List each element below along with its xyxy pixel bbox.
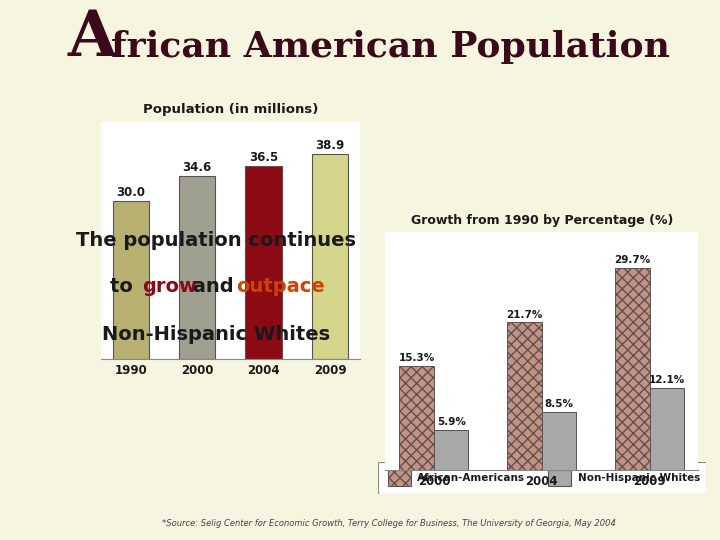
Bar xyxy=(508,322,541,470)
Bar xyxy=(179,177,215,359)
Text: frican American Population: frican American Population xyxy=(111,30,670,64)
Text: grow: grow xyxy=(142,276,197,296)
Title: Population (in millions): Population (in millions) xyxy=(143,103,318,116)
Bar xyxy=(615,268,649,470)
Bar xyxy=(549,470,571,486)
Text: Non-Hispanic Whites: Non-Hispanic Whites xyxy=(578,473,701,483)
Text: 21.7%: 21.7% xyxy=(506,310,543,320)
Bar xyxy=(388,470,410,486)
Bar xyxy=(246,166,282,359)
Text: 15.3%: 15.3% xyxy=(399,353,435,363)
Bar xyxy=(400,366,434,470)
Bar xyxy=(541,412,576,470)
Text: to: to xyxy=(110,276,140,296)
Text: The population continues: The population continues xyxy=(76,231,356,251)
Text: 12.1%: 12.1% xyxy=(649,375,685,385)
Text: African-Americans: African-Americans xyxy=(418,473,526,483)
Text: 36.5: 36.5 xyxy=(249,151,278,164)
Text: and: and xyxy=(186,276,240,296)
Text: A: A xyxy=(68,9,117,69)
Text: 38.9: 38.9 xyxy=(315,139,345,152)
Text: 30.0: 30.0 xyxy=(117,186,145,199)
Bar xyxy=(434,430,469,470)
Text: 34.6: 34.6 xyxy=(183,161,212,174)
Text: 5.9%: 5.9% xyxy=(437,417,466,427)
Text: 8.5%: 8.5% xyxy=(544,400,574,409)
Bar xyxy=(112,201,149,359)
Bar xyxy=(649,388,684,470)
FancyBboxPatch shape xyxy=(378,462,706,494)
Text: Non-Hispanic Whites: Non-Hispanic Whites xyxy=(102,325,330,344)
Text: 29.7%: 29.7% xyxy=(614,255,651,266)
Title: Growth from 1990 by Percentage (%): Growth from 1990 by Percentage (%) xyxy=(410,214,673,227)
Text: *Source: Selig Center for Economic Growth, Terry College for Business, The Unive: *Source: Selig Center for Economic Growt… xyxy=(162,519,616,528)
Text: outpace: outpace xyxy=(235,276,325,296)
Bar xyxy=(312,154,348,359)
